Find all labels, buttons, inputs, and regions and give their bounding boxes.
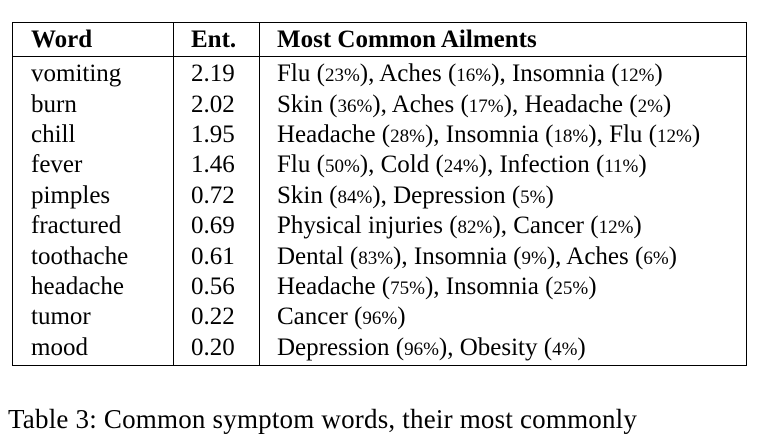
header-entropy: Ent. [173,22,260,57]
table-row: burn 2.02 Skin (36%), Aches (17%), Headach… [12,89,747,120]
entropy-cell: 0.20 [173,332,260,366]
ailment-name: Dental [277,242,344,270]
ailments-cell: Flu (23%), Aches (16%), Insomnia (12%) [277,60,663,88]
ailment-percent: 96% [404,338,439,360]
ailment-percent: 11% [604,156,639,178]
ailment-name: Insomnia [445,120,539,148]
ailment-name: Insomnia [511,60,605,88]
ailments-cell: Headache (75%), Insomnia (25%) [277,272,597,300]
ailment-percent: 75% [390,277,425,299]
ailment-name: Infection [499,151,590,179]
ailment-percent: 12% [598,217,634,239]
ailment-name: Depression [277,333,390,361]
ailment-name: Skin [277,90,323,118]
ailment-name: Flu [609,120,643,148]
word-cell: mood [12,332,174,366]
ailment-percent: 2% [637,95,663,117]
entropy-cell: 1.95 [173,119,260,151]
entropy-cell: 0.22 [173,302,260,333]
ailment-name: Obesity [459,333,538,361]
word-cell: headache [12,271,174,303]
ailment-name: Depression [393,181,506,209]
ailment-percent: 17% [468,95,504,117]
ailment-name: Cancer [513,212,584,240]
ailment-name: Insomnia [413,242,507,270]
ailment-percent: 83% [358,247,394,269]
ailment-name: Headache [524,90,623,118]
table-row: tumor 0.22 Cancer (96%) [12,302,747,333]
table-row: chill 1.95 Headache (28%), Insomnia (18%),… [12,119,747,151]
word-cell: tumor [12,302,174,333]
symptom-table-container: Word Ent. Most Common Ailments vomiting 2… [12,22,747,366]
ailments-cell: Physical injuries (82%), Cancer (12%) [277,212,642,240]
header-ailments: Most Common Ailments [259,22,747,57]
ailment-percent: 96% [362,308,398,330]
table-row: pimples 0.72 Skin (84%), Depression (5%) [12,180,747,211]
ailment-percent: 23% [324,65,360,87]
ailment-name: Headache [277,120,376,148]
ailment-name: Skin [277,181,323,209]
ailment-name: Flu [277,151,311,179]
entropy-cell: 0.69 [173,210,260,242]
table-header: Word Ent. Most Common Ailments [12,22,747,57]
header-row: Word Ent. Most Common Ailments [12,22,747,57]
table-row: vomiting 2.19 Flu (23%), Aches (16%), Inso… [12,56,747,90]
ailments-cell: Depression (96%), Obesity (4%) [277,333,586,361]
table-row: fractured 0.69 Physical injuries (82%), Ca… [12,210,747,242]
word-cell: chill [12,119,174,151]
entropy-cell: 0.56 [173,271,260,303]
ailment-percent: 9% [521,247,547,269]
header-word: Word [12,22,174,57]
ailment-percent: 6% [643,247,669,269]
word-cell: toothache [12,241,174,272]
table-row: fever 1.46 Flu (50%), Cold (24%), Infectio… [12,150,747,181]
ailment-percent: 5% [520,186,546,208]
entropy-cell: 2.19 [173,56,260,90]
table-row: mood 0.20 Depression (96%), Obesity (4%) [12,332,747,366]
entropy-cell: 1.46 [173,150,260,181]
ailment-percent: 12% [657,125,692,147]
table-caption: Table 3: Common symptom words, their mos… [8,404,638,434]
ailment-percent: 82% [457,217,493,239]
ailment-percent: 36% [337,95,373,117]
ailment-percent: 12% [619,65,655,87]
entropy-cell: 2.02 [173,89,260,120]
ailment-name: Headache [277,272,376,300]
ailment-percent: 28% [390,125,425,147]
word-cell: pimples [12,180,174,211]
ailment-percent: 16% [456,65,492,87]
ailment-name: Aches [391,90,455,118]
word-cell: vomiting [12,56,174,90]
ailment-name: Cold [380,151,430,179]
ailment-percent: 25% [553,277,589,299]
table-row: toothache 0.61 Dental (83%), Insomnia (9%)… [12,241,747,272]
ailment-percent: 50% [324,156,360,178]
ailment-name: Physical injuries [277,212,443,240]
table-row: headache 0.56 Headache (75%), Insomnia (25… [12,271,747,303]
ailment-percent: 84% [337,186,373,208]
ailment-name: Flu [277,60,311,88]
word-cell: fractured [12,210,174,242]
ailment-percent: 18% [553,125,589,147]
ailments-cell: Dental (83%), Insomnia (9%), Aches (6%) [277,242,677,270]
ailments-cell: Headache (28%), Insomnia (18%), Flu (12%… [277,120,701,148]
entropy-cell: 0.72 [173,180,260,211]
ailments-cell: Skin (36%), Aches (17%), Headache (2%) [277,90,672,118]
ailments-cell: Flu (50%), Cold (24%), Infection (11%) [277,151,647,179]
ailment-percent: 24% [443,156,479,178]
ailments-cell: Skin (84%), Depression (5%) [277,181,554,209]
ailment-name: Aches [379,60,442,88]
word-cell: burn [12,89,174,120]
ailment-percent: 4% [552,338,578,360]
ailments-cell: Cancer (96%) [277,303,406,331]
table-body: vomiting 2.19 Flu (23%), Aches (16%), Inso… [12,56,747,366]
ailment-name: Aches [566,242,629,270]
ailment-name: Cancer [277,303,348,331]
symptom-ailment-table: Word Ent. Most Common Ailments vomiting 2… [12,22,747,366]
ailment-name: Insomnia [445,272,539,300]
word-cell: fever [12,150,174,181]
entropy-cell: 0.61 [173,241,260,272]
